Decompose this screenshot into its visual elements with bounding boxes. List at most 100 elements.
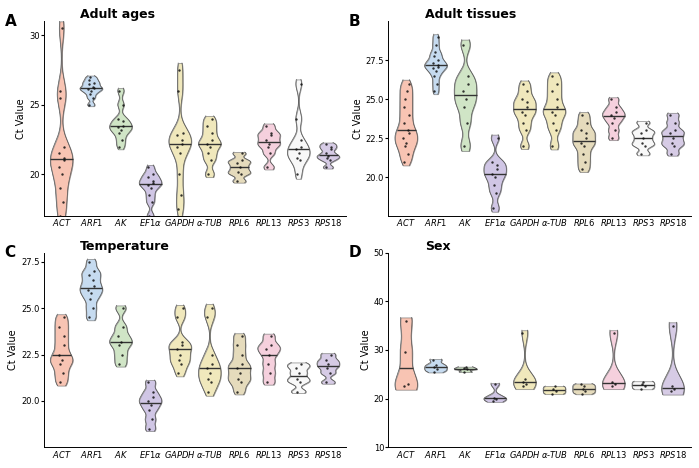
Point xyxy=(521,88,533,95)
Point xyxy=(201,122,212,129)
Point xyxy=(458,368,469,375)
Point xyxy=(325,351,336,358)
Point xyxy=(605,95,617,103)
Point xyxy=(173,66,185,74)
Point xyxy=(398,383,410,390)
Point xyxy=(117,305,129,312)
Point xyxy=(521,99,533,106)
Point xyxy=(143,406,154,414)
Point xyxy=(142,173,153,181)
Point xyxy=(551,103,562,111)
Point xyxy=(321,164,332,171)
Point xyxy=(172,143,183,150)
Point xyxy=(517,329,528,336)
Point xyxy=(83,271,94,278)
Point xyxy=(143,425,154,432)
Text: Sex: Sex xyxy=(425,240,450,253)
Point xyxy=(88,84,99,92)
Point xyxy=(665,150,677,158)
Point xyxy=(147,170,159,178)
Point xyxy=(147,177,158,185)
Point xyxy=(518,119,529,126)
Point xyxy=(429,72,440,80)
Point xyxy=(403,111,415,118)
Point xyxy=(53,150,64,157)
Point xyxy=(147,388,158,395)
Point xyxy=(261,122,272,129)
Point xyxy=(113,360,124,367)
Point xyxy=(142,379,153,386)
Point xyxy=(54,94,65,102)
Point xyxy=(546,108,557,116)
Text: Adult ages: Adult ages xyxy=(80,8,155,22)
Point xyxy=(401,139,412,146)
Point xyxy=(577,150,589,158)
Point xyxy=(606,383,617,390)
Point xyxy=(113,87,124,95)
Point xyxy=(428,88,440,95)
Point xyxy=(266,132,277,139)
Point xyxy=(399,349,410,356)
Point xyxy=(233,375,244,382)
Point xyxy=(607,378,618,385)
Point xyxy=(321,379,332,386)
Point xyxy=(173,356,185,364)
Point xyxy=(206,379,217,386)
Point xyxy=(86,290,97,297)
Point xyxy=(403,80,415,88)
Point xyxy=(291,154,303,161)
Point xyxy=(173,87,184,95)
Point xyxy=(581,119,592,126)
Point xyxy=(433,61,444,69)
Point xyxy=(203,375,214,382)
Point xyxy=(398,119,409,126)
Point xyxy=(291,115,302,123)
Point xyxy=(459,365,470,372)
Point xyxy=(488,394,499,402)
Point xyxy=(59,314,70,321)
Point xyxy=(203,150,214,157)
Point xyxy=(401,88,412,95)
Point xyxy=(610,127,621,134)
Point xyxy=(517,80,528,88)
Point xyxy=(207,305,218,312)
Point xyxy=(320,140,331,147)
Point xyxy=(581,130,592,137)
Point xyxy=(322,154,333,161)
Point xyxy=(490,173,501,181)
Point xyxy=(521,380,532,388)
Point xyxy=(115,126,127,133)
Point xyxy=(399,142,410,150)
Point xyxy=(669,385,680,393)
Point xyxy=(202,170,213,178)
Point xyxy=(204,369,215,377)
Point xyxy=(54,212,65,220)
Point xyxy=(579,142,590,150)
Point xyxy=(429,49,440,56)
Point xyxy=(87,94,98,102)
Point xyxy=(176,191,187,199)
Point xyxy=(607,119,618,126)
Point xyxy=(143,164,154,171)
Point xyxy=(55,184,66,192)
Point xyxy=(665,130,676,137)
Point xyxy=(322,364,333,371)
Point xyxy=(431,361,442,368)
Point xyxy=(398,103,410,111)
Point xyxy=(113,143,124,150)
Point xyxy=(290,146,301,153)
Point xyxy=(665,111,676,118)
Point xyxy=(636,380,647,388)
Point xyxy=(113,115,124,123)
Point xyxy=(201,364,212,371)
Point xyxy=(88,277,99,284)
Point xyxy=(668,322,679,329)
Point xyxy=(175,150,186,157)
Point xyxy=(610,108,621,116)
Point xyxy=(176,360,187,367)
Point xyxy=(235,170,246,178)
Point xyxy=(206,360,217,367)
Point xyxy=(666,139,677,146)
Point xyxy=(605,111,617,118)
Y-axis label: Ct Value: Ct Value xyxy=(353,98,363,139)
